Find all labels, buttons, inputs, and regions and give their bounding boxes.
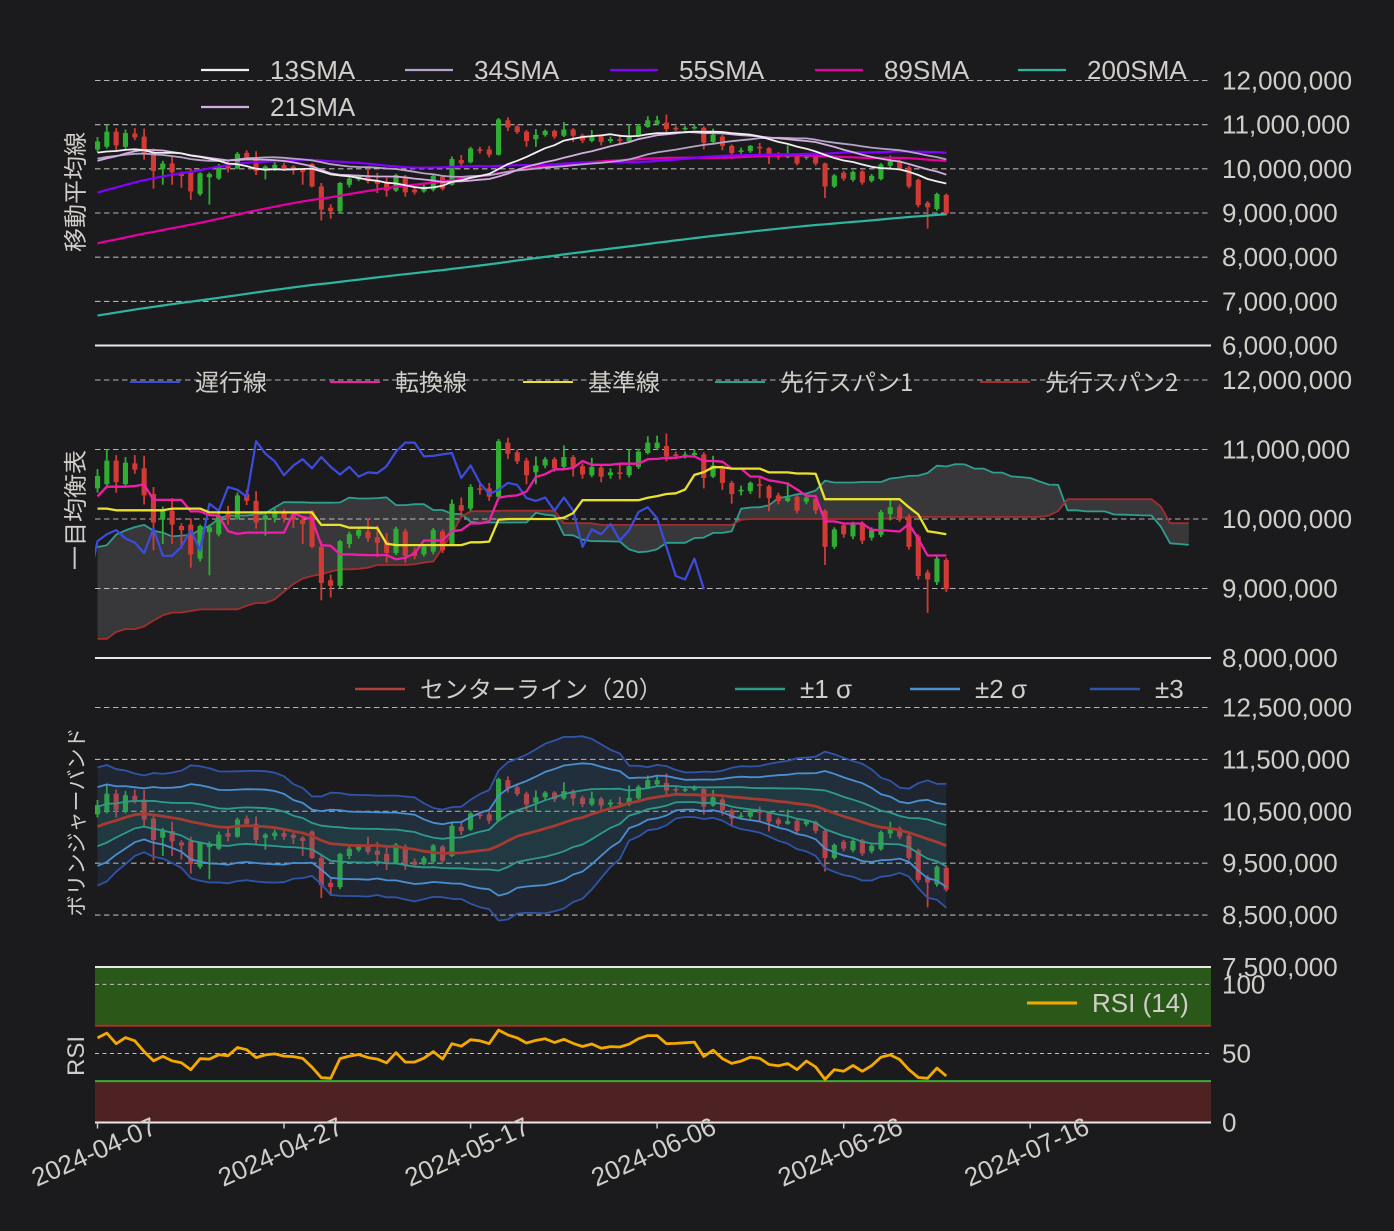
svg-text:8,000,000: 8,000,000	[1222, 643, 1338, 673]
svg-text:21SMA: 21SMA	[270, 92, 356, 122]
svg-text:7,500,000: 7,500,000	[1222, 952, 1338, 982]
svg-text:50: 50	[1222, 1039, 1251, 1069]
svg-text:RSI: RSI	[63, 1036, 90, 1076]
svg-text:±2 σ: ±2 σ	[975, 674, 1027, 704]
svg-text:6,000,000: 6,000,000	[1222, 331, 1338, 361]
svg-text:13SMA: 13SMA	[270, 55, 356, 85]
svg-text:±3: ±3	[1155, 674, 1184, 704]
svg-text:9,500,000: 9,500,000	[1222, 848, 1338, 878]
svg-text:7,000,000: 7,000,000	[1222, 286, 1338, 316]
svg-text:RSI (14): RSI (14)	[1092, 988, 1189, 1018]
svg-text:8,000,000: 8,000,000	[1222, 242, 1338, 272]
svg-text:12,000,000: 12,000,000	[1222, 66, 1352, 96]
svg-text:12,000,000: 12,000,000	[1222, 365, 1352, 395]
svg-text:10,000,000: 10,000,000	[1222, 154, 1352, 184]
svg-text:10,500,000: 10,500,000	[1222, 796, 1352, 826]
svg-text:89SMA: 89SMA	[884, 55, 970, 85]
svg-text:100: 100	[1222, 969, 1265, 999]
svg-text:9,000,000: 9,000,000	[1222, 198, 1338, 228]
svg-text:±1 σ: ±1 σ	[800, 674, 852, 704]
svg-text:0: 0	[1222, 1108, 1236, 1138]
svg-text:8,500,000: 8,500,000	[1222, 900, 1338, 930]
svg-text:10,000,000: 10,000,000	[1222, 504, 1352, 534]
svg-text:11,000,000: 11,000,000	[1222, 435, 1350, 465]
svg-text:34SMA: 34SMA	[474, 55, 560, 85]
svg-text:12,500,000: 12,500,000	[1222, 693, 1352, 723]
svg-text:200SMA: 200SMA	[1087, 55, 1187, 85]
svg-text:55SMA: 55SMA	[679, 55, 765, 85]
svg-text:9,000,000: 9,000,000	[1222, 574, 1338, 604]
svg-text:11,500,000: 11,500,000	[1222, 744, 1350, 774]
svg-text:11,000,000: 11,000,000	[1222, 110, 1350, 140]
